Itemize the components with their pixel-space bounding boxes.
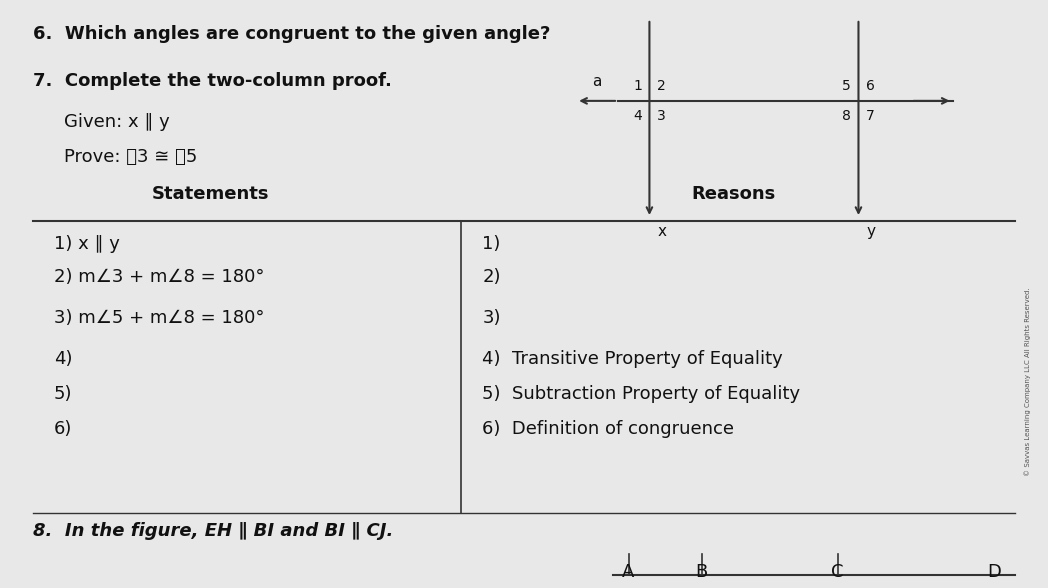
Text: C: C bbox=[831, 563, 844, 581]
Text: 1) x ∥ y: 1) x ∥ y bbox=[53, 235, 119, 253]
Text: 5): 5) bbox=[53, 385, 72, 403]
Text: 4)  Transitive Property of Equality: 4) Transitive Property of Equality bbox=[482, 350, 783, 368]
Text: 6.  Which angles are congruent to the given angle?: 6. Which angles are congruent to the giv… bbox=[32, 25, 550, 43]
Text: 1): 1) bbox=[482, 235, 501, 253]
Text: 4: 4 bbox=[633, 109, 642, 123]
Text: 2) m∠3 + m∠8 = 180°: 2) m∠3 + m∠8 = 180° bbox=[53, 268, 264, 286]
Text: D: D bbox=[987, 563, 1001, 581]
Text: 6: 6 bbox=[866, 79, 875, 93]
Text: 6): 6) bbox=[53, 420, 72, 438]
Text: 4): 4) bbox=[53, 350, 72, 368]
Text: 5)  Subtraction Property of Equality: 5) Subtraction Property of Equality bbox=[482, 385, 801, 403]
Text: 5: 5 bbox=[843, 79, 851, 93]
Text: a: a bbox=[592, 74, 602, 89]
Text: A: A bbox=[623, 563, 635, 581]
Text: 7: 7 bbox=[866, 109, 874, 123]
Text: x: x bbox=[658, 224, 667, 239]
Text: 2): 2) bbox=[482, 268, 501, 286]
Text: © Savvas Learning Company LLC All Rights Reserved.: © Savvas Learning Company LLC All Rights… bbox=[1024, 288, 1031, 476]
Text: Prove: ⌢3 ≅ ⌢5: Prove: ⌢3 ≅ ⌢5 bbox=[64, 148, 197, 166]
Text: y: y bbox=[867, 224, 876, 239]
Text: 3: 3 bbox=[657, 109, 665, 123]
Text: 3) m∠5 + m∠8 = 180°: 3) m∠5 + m∠8 = 180° bbox=[53, 309, 264, 326]
Text: 1: 1 bbox=[633, 79, 642, 93]
Text: 3): 3) bbox=[482, 309, 501, 326]
Text: Reasons: Reasons bbox=[691, 185, 776, 203]
Text: B: B bbox=[696, 563, 707, 581]
Text: 2: 2 bbox=[657, 79, 665, 93]
Text: 8.  In the figure, EH ∥ BI and BI ∥ CJ.: 8. In the figure, EH ∥ BI and BI ∥ CJ. bbox=[32, 522, 393, 540]
Text: 8: 8 bbox=[843, 109, 851, 123]
Text: Given: x ∥ y: Given: x ∥ y bbox=[64, 112, 170, 131]
Text: 6)  Definition of congruence: 6) Definition of congruence bbox=[482, 420, 735, 438]
Text: Statements: Statements bbox=[152, 185, 269, 203]
Text: 7.  Complete the two-column proof.: 7. Complete the two-column proof. bbox=[32, 72, 392, 89]
